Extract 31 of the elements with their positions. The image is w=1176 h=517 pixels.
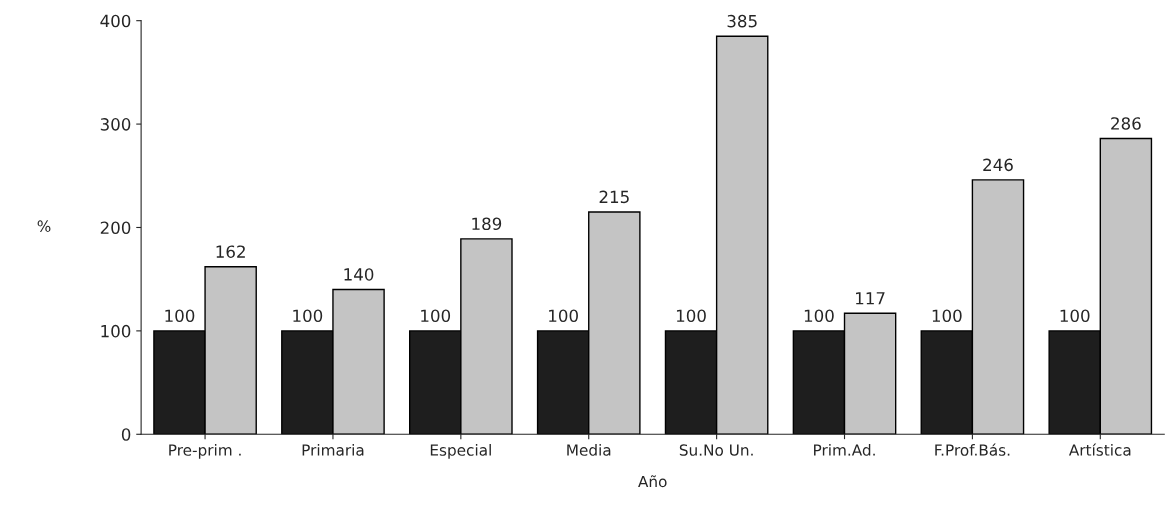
y-tick-label: 0 <box>121 428 131 441</box>
data-label: 215 <box>599 190 629 204</box>
data-label: 100 <box>165 309 195 323</box>
x-tick-label: Artística <box>1068 443 1131 456</box>
x-tick-label: Especial <box>430 444 491 459</box>
data-label: 286 <box>1111 117 1141 130</box>
data-label: 246 <box>983 158 1013 172</box>
x-tick-label: F.Prof.Bás. <box>935 443 1010 456</box>
x-tick-label: Pre-prim . <box>169 444 241 459</box>
y-axis-title: % <box>37 220 51 232</box>
data-label: 100 <box>1060 309 1090 323</box>
x-tick-label: Prim.Ad. <box>814 444 875 456</box>
y-tick-label: 300 <box>100 118 131 131</box>
data-label: 117 <box>856 292 885 305</box>
x-axis-title: Año <box>638 475 667 488</box>
data-label: 100 <box>932 309 962 323</box>
data-label: 385 <box>727 14 757 28</box>
data-label: 100 <box>293 309 323 323</box>
data-label: 100 <box>421 309 451 323</box>
y-tick-label: 200 <box>100 221 131 235</box>
y-tick-label: 100 <box>101 324 131 338</box>
data-label: 162 <box>216 245 245 258</box>
x-tick-label: Su.No Un. <box>679 444 753 456</box>
data-label: 189 <box>472 217 502 231</box>
data-label: 100 <box>804 309 834 323</box>
y-tick-label: 400 <box>100 14 131 28</box>
data-label: 140 <box>344 268 374 281</box>
data-label: 100 <box>549 309 578 323</box>
x-tick-label: Primaria <box>302 444 364 456</box>
x-tick-label: Media <box>567 444 611 456</box>
data-label: 100 <box>676 309 706 323</box>
